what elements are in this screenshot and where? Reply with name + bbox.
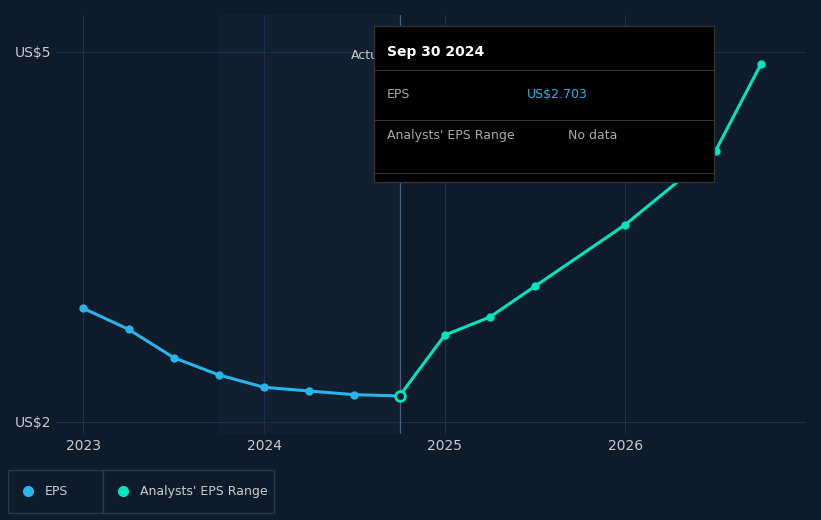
FancyBboxPatch shape: [8, 470, 103, 513]
Text: Analysts' EPS Range: Analysts' EPS Range: [140, 485, 267, 498]
Bar: [219, 15, 400, 434]
Text: EPS: EPS: [388, 88, 410, 101]
Text: US$2.703: US$2.703: [527, 88, 588, 101]
Text: Actual: Actual: [351, 48, 391, 61]
Text: Analysts' EPS Range: Analysts' EPS Range: [388, 129, 515, 142]
Text: Sep 30 2024: Sep 30 2024: [388, 45, 484, 59]
Text: Analysts Forecasts: Analysts Forecasts: [418, 48, 534, 61]
Text: No data: No data: [568, 129, 617, 142]
Text: EPS: EPS: [44, 485, 67, 498]
FancyBboxPatch shape: [103, 470, 274, 513]
